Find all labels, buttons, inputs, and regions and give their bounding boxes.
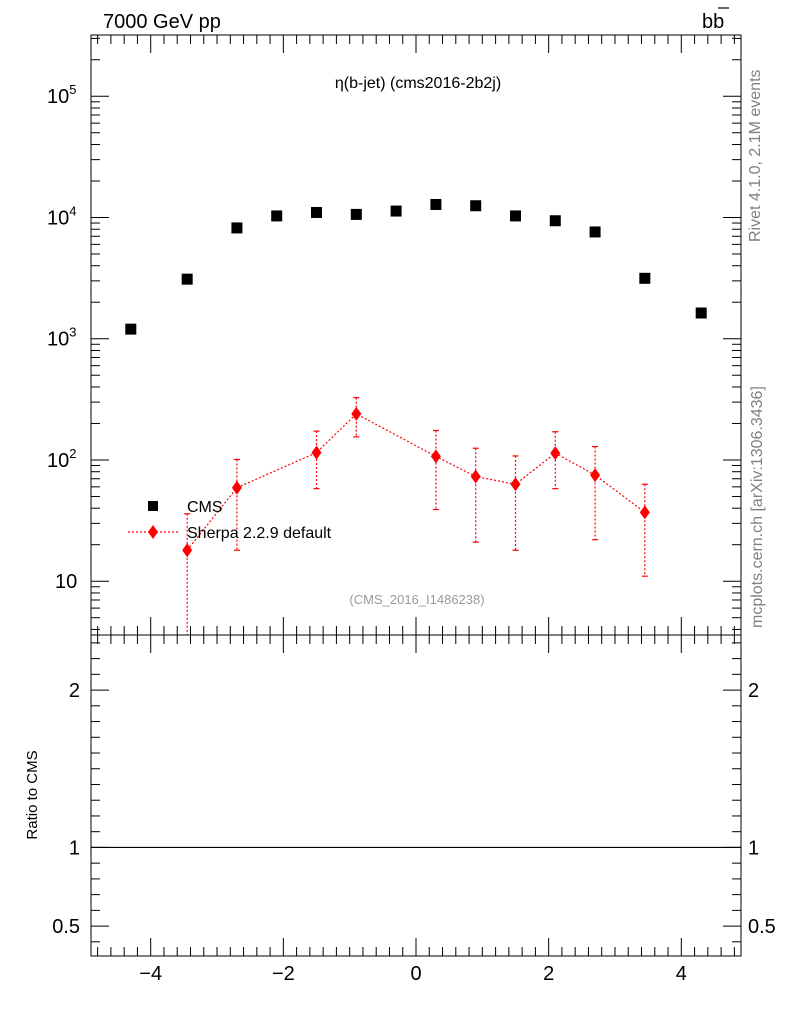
x-tick-label: 0 bbox=[410, 963, 421, 985]
sherpa-point bbox=[430, 449, 441, 464]
cms-point bbox=[549, 215, 561, 227]
legend-cms-marker bbox=[148, 501, 158, 511]
ratio-y-ticks bbox=[91, 642, 741, 943]
header-right: bb bbox=[702, 11, 724, 33]
y-tick-label: 104 bbox=[47, 203, 76, 229]
x-tick-label: 4 bbox=[676, 963, 687, 985]
header-left: 7000 GeV pp bbox=[103, 11, 221, 33]
x-ticks bbox=[97, 35, 735, 956]
cms-point bbox=[470, 200, 482, 212]
side-label-top: Rivet 4.1.0, 2.1M events bbox=[747, 69, 764, 242]
cms-point bbox=[181, 273, 193, 285]
sherpa-point bbox=[550, 446, 561, 461]
cms-point bbox=[125, 323, 137, 335]
legend-sherpa-label: Sherpa 2.2.9 default bbox=[187, 525, 332, 542]
ratio-tick-label-left: 2 bbox=[69, 680, 80, 702]
ratio-tick-label-left: 1 bbox=[69, 837, 80, 859]
sherpa-point bbox=[351, 406, 362, 421]
legend-sherpa-marker bbox=[148, 525, 158, 539]
ratio-tick-label-right: 0.5 bbox=[748, 916, 776, 938]
y-tick-label: 105 bbox=[47, 82, 76, 108]
plot-title: η(b-jet) (cms2016-2b2j) bbox=[335, 75, 501, 92]
sherpa-point bbox=[182, 543, 193, 558]
sherpa-point bbox=[470, 469, 481, 484]
cms-point bbox=[311, 206, 323, 218]
sherpa-point bbox=[231, 480, 242, 495]
sherpa-point bbox=[311, 445, 322, 460]
cms-point bbox=[509, 210, 521, 222]
cms-point bbox=[390, 205, 402, 217]
y-tick-label: 10 bbox=[55, 571, 77, 593]
ratio-tick-labels: 2 2 1 1 0.5 0.5 bbox=[52, 680, 776, 938]
cms-point bbox=[350, 208, 362, 220]
x-tick-label: −4 bbox=[139, 963, 162, 985]
y-tick-labels: 105 104 103 102 10 bbox=[47, 82, 77, 593]
reference-label: (CMS_2016_I1486238) bbox=[349, 592, 484, 607]
x-tick-labels: −4 −2 0 2 4 bbox=[139, 963, 687, 985]
ratio-tick-label-right: 2 bbox=[748, 680, 759, 702]
ratio-tick-label-right: 1 bbox=[748, 837, 759, 859]
cms-point bbox=[231, 222, 243, 234]
main-y-ticks bbox=[91, 37, 741, 630]
cms-point bbox=[271, 210, 283, 222]
cms-point bbox=[695, 307, 707, 319]
sherpa-point bbox=[590, 468, 601, 483]
x-tick-label: 2 bbox=[543, 963, 554, 985]
x-tick-label: −2 bbox=[272, 963, 295, 985]
ratio-tick-label-left: 0.5 bbox=[52, 916, 80, 938]
series-sherpa bbox=[182, 396, 650, 635]
legend: CMS Sherpa 2.2.9 default bbox=[128, 499, 332, 542]
legend-cms-label: CMS bbox=[187, 499, 223, 516]
cms-point bbox=[639, 272, 651, 284]
y-tick-label: 103 bbox=[47, 325, 76, 351]
cms-point bbox=[430, 198, 442, 210]
y-tick-label: 102 bbox=[47, 446, 76, 472]
ratio-ylabel: Ratio to CMS bbox=[24, 750, 41, 839]
sherpa-point bbox=[639, 505, 650, 520]
side-label-bottom: mcplots.cern.ch [arXiv:1306.3436] bbox=[749, 386, 766, 628]
series-cms bbox=[125, 198, 707, 335]
cms-point bbox=[589, 226, 601, 238]
sherpa-point bbox=[510, 477, 521, 492]
